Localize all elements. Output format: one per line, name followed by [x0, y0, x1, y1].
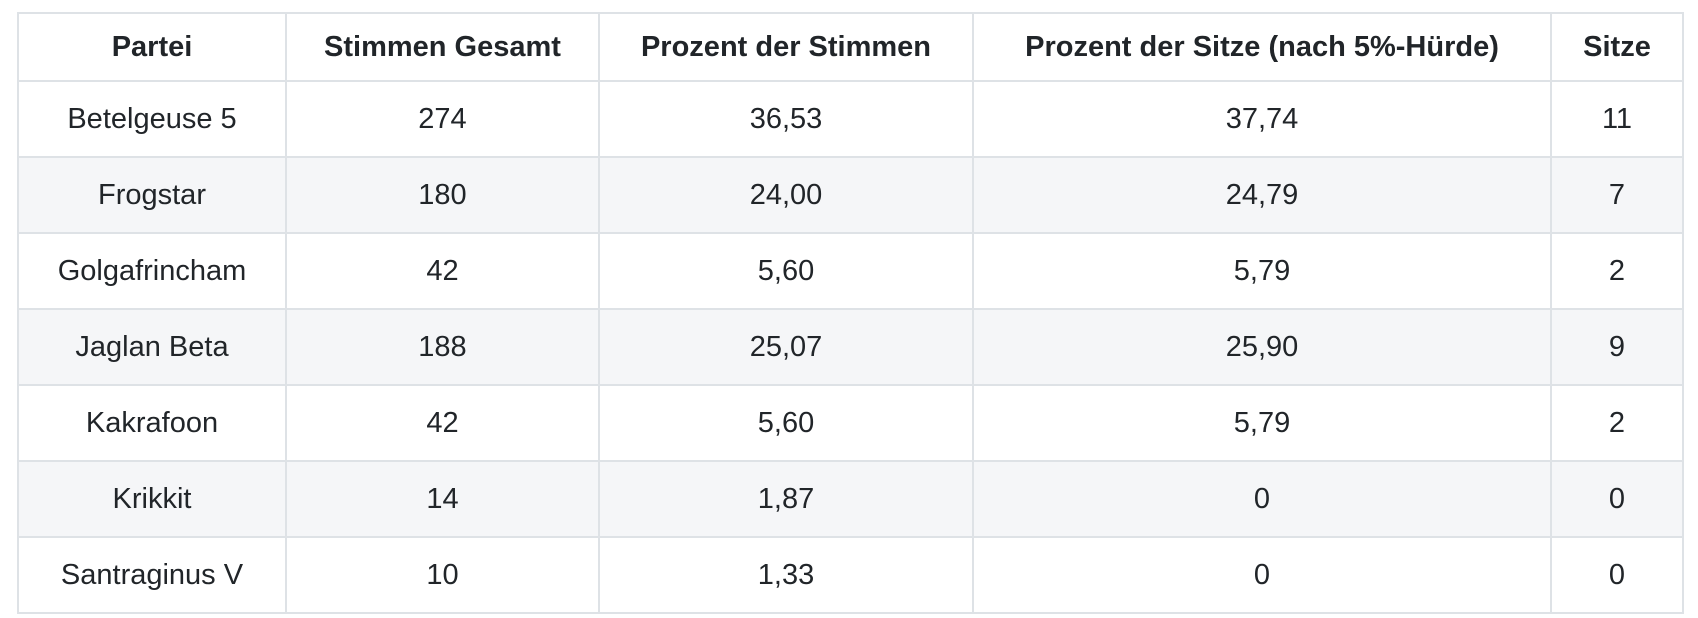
column-header: Prozent der Sitze (nach 5%-Hürde)	[972, 12, 1552, 82]
party-cell: Jaglan Beta	[17, 308, 287, 386]
value-cell: 2	[1550, 232, 1684, 310]
value-cell: 9	[1550, 308, 1684, 386]
value-cell: 5,60	[598, 384, 974, 462]
value-cell: 11	[1550, 80, 1684, 158]
value-cell: 7	[1550, 156, 1684, 234]
value-cell: 24,79	[972, 156, 1552, 234]
party-cell: Krikkit	[17, 460, 287, 538]
table-row: Jaglan Beta 188 25,07 25,90 9	[17, 308, 1684, 386]
value-cell: 188	[285, 308, 600, 386]
value-cell: 37,74	[972, 80, 1552, 158]
value-cell: 36,53	[598, 80, 974, 158]
value-cell: 5,79	[972, 384, 1552, 462]
value-cell: 0	[972, 536, 1552, 614]
value-cell: 0	[1550, 460, 1684, 538]
column-header: Partei	[17, 12, 287, 82]
table-row: Kakrafoon 42 5,60 5,79 2	[17, 384, 1684, 462]
value-cell: 25,90	[972, 308, 1552, 386]
value-cell: 24,00	[598, 156, 974, 234]
party-cell: Betelgeuse 5	[17, 80, 287, 158]
value-cell: 42	[285, 384, 600, 462]
value-cell: 14	[285, 460, 600, 538]
value-cell: 5,79	[972, 232, 1552, 310]
table-body: Betelgeuse 5 274 36,53 37,74 11 Frogstar 180 24…	[17, 80, 1684, 614]
value-cell: 2	[1550, 384, 1684, 462]
party-cell: Kakrafoon	[17, 384, 287, 462]
table-row: Betelgeuse 5 274 36,53 37,74 11	[17, 80, 1684, 158]
value-cell: 1,33	[598, 536, 974, 614]
column-header: Stimmen Gesamt	[285, 12, 600, 82]
value-cell: 25,07	[598, 308, 974, 386]
party-cell: Golgafrincham	[17, 232, 287, 310]
party-cell: Frogstar	[17, 156, 287, 234]
value-cell: 0	[972, 460, 1552, 538]
election-results-table: Partei Stimmen Gesamt Prozent der Stimmen P…	[17, 12, 1684, 614]
value-cell: 42	[285, 232, 600, 310]
value-cell: 180	[285, 156, 600, 234]
table-row: Golgafrincham 42 5,60 5,79 2	[17, 232, 1684, 310]
value-cell: 1,87	[598, 460, 974, 538]
value-cell: 10	[285, 536, 600, 614]
table-row: Santraginus V 10 1,33 0 0	[17, 536, 1684, 614]
value-cell: 5,60	[598, 232, 974, 310]
value-cell: 0	[1550, 536, 1684, 614]
value-cell: 274	[285, 80, 600, 158]
column-header: Sitze	[1550, 12, 1684, 82]
table-header-row: Partei Stimmen Gesamt Prozent der Stimmen P…	[17, 12, 1684, 82]
column-header: Prozent der Stimmen	[598, 12, 974, 82]
table-row: Krikkit 14 1,87 0 0	[17, 460, 1684, 538]
party-cell: Santraginus V	[17, 536, 287, 614]
table-row: Frogstar 180 24,00 24,79 7	[17, 156, 1684, 234]
